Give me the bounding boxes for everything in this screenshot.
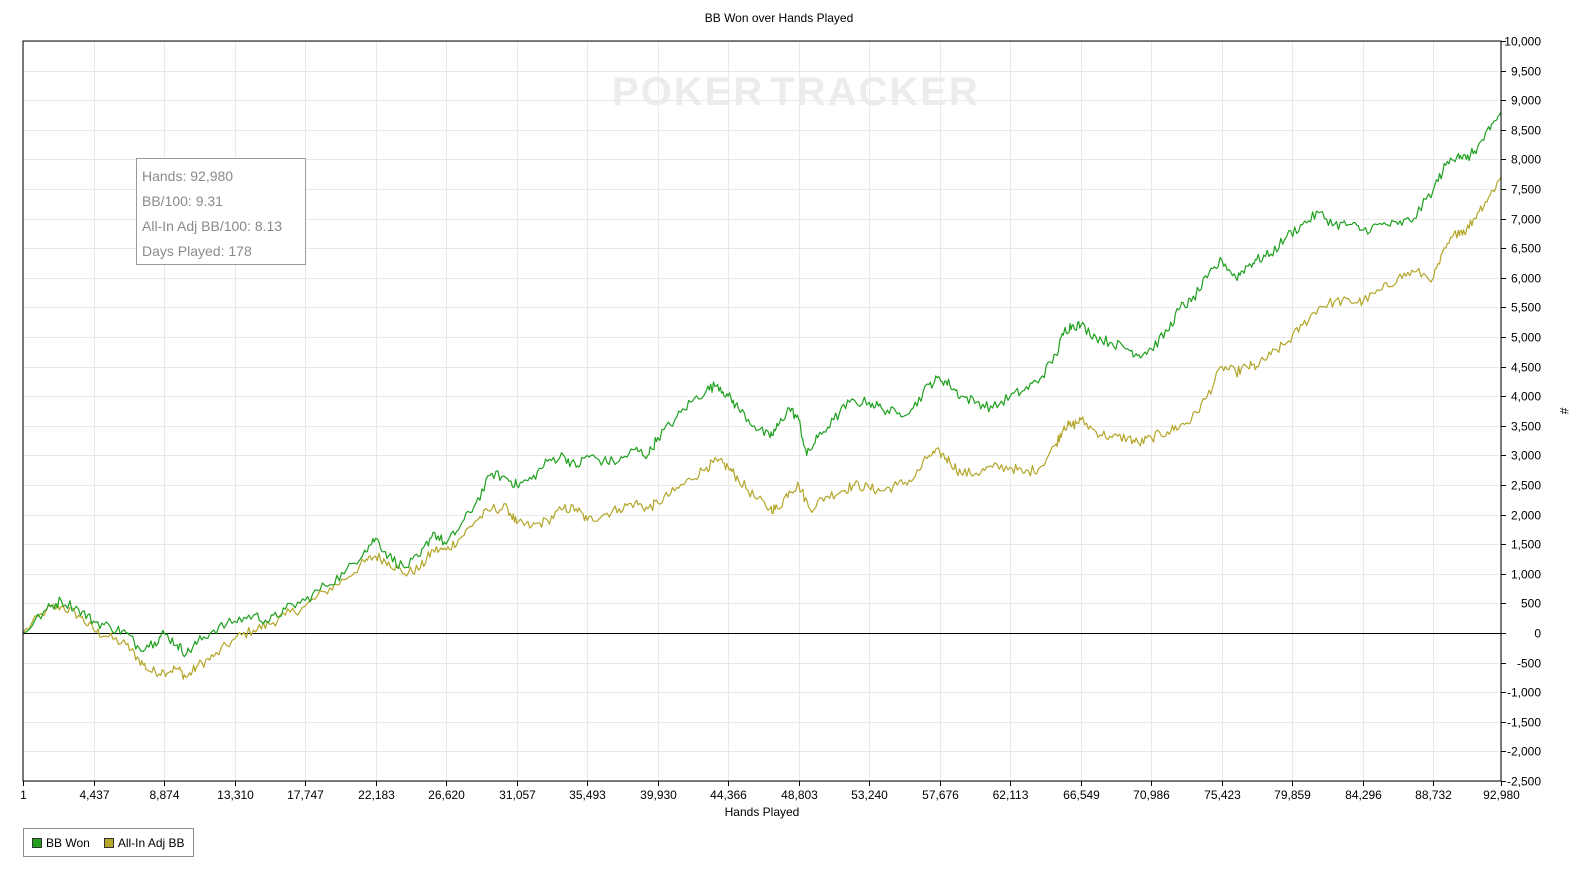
y-tick-label: 0 [1534, 627, 1541, 641]
x-tick-label: 48,803 [781, 788, 818, 802]
y-tick-label: 3,000 [1511, 449, 1541, 463]
x-tick-label: 92,980 [1483, 788, 1520, 802]
y-tick-label: 3,500 [1511, 420, 1541, 434]
grid [23, 41, 1502, 782]
legend: BB Won All-In Adj BB [23, 828, 194, 857]
x-tick-label: 13,310 [217, 788, 254, 802]
y-tick-label: 1,000 [1511, 568, 1541, 582]
x-tick-label: 57,676 [922, 788, 959, 802]
y-tick-label: 9,500 [1511, 65, 1541, 79]
chart-title: BB Won over Hands Played [705, 11, 854, 25]
x-tick-label: 84,296 [1345, 788, 1382, 802]
watermark-tracker: TRACKER [770, 70, 980, 114]
legend-label: BB Won [46, 835, 90, 850]
y-tick-label: 7,000 [1511, 213, 1541, 227]
x-axis-title: Hands Played [725, 805, 800, 819]
x-tick-label: 22,183 [358, 788, 395, 802]
x-tick-label: 17,747 [287, 788, 324, 802]
series-line-all-in-adj-bb [22, 176, 1502, 680]
y-tick-label: 8,500 [1511, 124, 1541, 138]
y-tick-label: 9,000 [1511, 94, 1541, 108]
series-group [22, 111, 1502, 680]
legend-swatch [32, 837, 42, 848]
plot-frame [22, 40, 1502, 782]
stats-allin-adj: All-In Adj BB/100: 8.13 [142, 218, 283, 234]
x-tick-label: 70,986 [1133, 788, 1170, 802]
y-tick-label: 4,000 [1511, 390, 1541, 404]
y-tick-label: -2,500 [1507, 775, 1541, 789]
x-tick-label: 53,240 [851, 788, 888, 802]
y-tick-label: -500 [1517, 657, 1541, 671]
legend-item-bb-won[interactable]: BB Won [32, 836, 90, 850]
y-axis-title: # [1557, 408, 1571, 415]
stats-hands: Hands: 92,980 [142, 168, 234, 184]
x-tick-label: 31,057 [499, 788, 536, 802]
y-tick-label: 2,000 [1511, 509, 1541, 523]
x-tick-label: 8,874 [149, 788, 179, 802]
x-tick-label: 66,549 [1063, 788, 1100, 802]
legend-item-all-in-adj-bb[interactable]: All-In Adj BB [103, 835, 185, 850]
y-tick-label: 8,000 [1511, 153, 1541, 167]
x-tick-label: 62,113 [993, 788, 1029, 802]
y-tick-label: 10,000 [1504, 35, 1541, 49]
stats-box: Hands: 92,980 BB/100: 9.31 All-In Adj BB… [136, 158, 306, 265]
y-tick-label: 4,500 [1511, 361, 1541, 375]
y-tick-label: 1,500 [1511, 538, 1541, 552]
watermark-poker: POKER [612, 70, 764, 114]
legend-swatch [103, 837, 114, 848]
stats-bb100: BB/100: 9.31 [142, 193, 223, 209]
series-line-bb-won [22, 111, 1502, 658]
x-tick-label: 4,437 [79, 788, 109, 802]
poker-tracker-watermark: POKER TRACKER [612, 70, 980, 114]
y-tick-label: 500 [1521, 597, 1541, 611]
y-tick-label: -2,000 [1507, 745, 1541, 759]
y-tick-label: 7,500 [1511, 183, 1541, 197]
y-tick-label: 6,000 [1511, 272, 1541, 286]
y-axis: 10,000 9,500 9,000 8,500 8,000 7,500 7,000 6,50… [1501, 35, 1541, 789]
x-tick-label: 26,620 [428, 788, 465, 802]
stats-days: Days Played: 178 [142, 243, 252, 259]
y-tick-label: 6,500 [1511, 242, 1541, 256]
x-axis: 1 4,437 8,874 13,310 17,747 22,183 26,620 31,05… [20, 781, 1520, 802]
x-tick-label: 75,423 [1204, 788, 1241, 802]
x-tick-label: 79,859 [1274, 788, 1311, 802]
x-tick-label: 44,366 [710, 788, 747, 802]
x-tick-label: 35,493 [569, 788, 606, 802]
y-tick-label: 2,500 [1511, 479, 1541, 493]
y-tick-label: 5,500 [1511, 301, 1541, 315]
legend-label: All-In Adj BB [117, 835, 185, 850]
y-tick-label: -1,500 [1507, 716, 1541, 730]
x-tick-label: 88,732 [1415, 788, 1452, 802]
y-tick-label: -1,000 [1507, 686, 1541, 700]
x-tick-label: 1 [20, 788, 27, 802]
x-tick-label: 39,930 [640, 788, 677, 802]
y-tick-label: 5,000 [1511, 331, 1541, 345]
